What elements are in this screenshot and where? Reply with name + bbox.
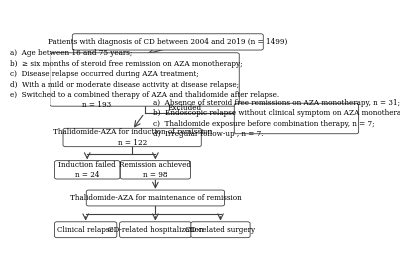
Text: CD-related surgery: CD-related surgery <box>186 226 256 234</box>
FancyBboxPatch shape <box>63 128 201 147</box>
Text: Patients with diagnosis of CD between 2004 and 2019 (n = 1499): Patients with diagnosis of CD between 20… <box>48 38 288 46</box>
Text: CD-related hospitalization: CD-related hospitalization <box>108 226 203 234</box>
FancyBboxPatch shape <box>191 222 250 238</box>
FancyBboxPatch shape <box>120 161 190 179</box>
Text: a)  Absence of steroid free remissions on AZA monotherapy, n = 31;
b)  Endoscopi: a) Absence of steroid free remissions on… <box>153 99 400 138</box>
FancyBboxPatch shape <box>72 34 263 50</box>
Text: a)  Age between 16 and 75 years;
b)  ≥ six months of steroid free remission on A: a) Age between 16 and 75 years; b) ≥ six… <box>10 50 279 109</box>
FancyBboxPatch shape <box>50 53 239 106</box>
FancyBboxPatch shape <box>234 103 359 134</box>
Text: Thalidomide-AZA for maintenance of remission: Thalidomide-AZA for maintenance of remis… <box>70 194 241 202</box>
Text: Clinical relapse: Clinical relapse <box>57 226 114 234</box>
Text: Remission achieved
n = 98: Remission achieved n = 98 <box>120 161 192 179</box>
FancyBboxPatch shape <box>120 222 191 238</box>
FancyBboxPatch shape <box>54 161 120 179</box>
Text: Induction failed
n = 24: Induction failed n = 24 <box>58 161 116 179</box>
Text: Excluded: Excluded <box>168 104 202 112</box>
FancyBboxPatch shape <box>86 190 224 206</box>
Text: Thalidomide-AZA for induction of remission
n = 122: Thalidomide-AZA for induction of remissi… <box>52 128 212 147</box>
FancyBboxPatch shape <box>54 222 117 238</box>
